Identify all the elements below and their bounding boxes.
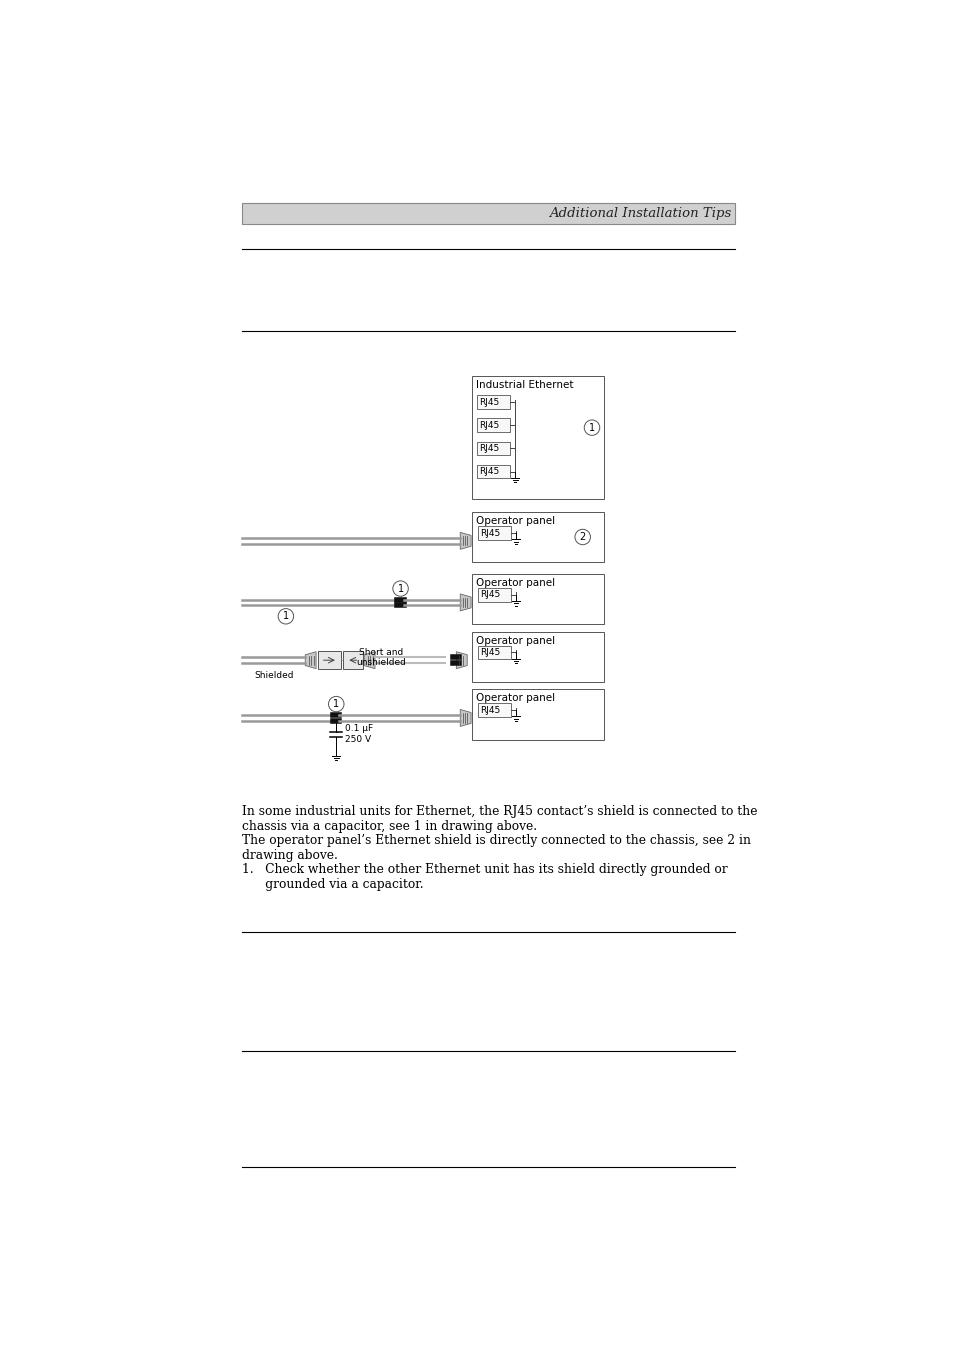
Text: Operator panel: Operator panel xyxy=(476,636,555,645)
Text: Industrial Ethernet: Industrial Ethernet xyxy=(476,379,573,390)
Bar xyxy=(476,396,509,409)
Text: In some industrial units for Ethernet, the RJ45 contact’s shield is connected to: In some industrial units for Ethernet, t… xyxy=(241,805,757,833)
Text: Operator panel: Operator panel xyxy=(476,578,555,587)
Circle shape xyxy=(278,609,294,624)
Polygon shape xyxy=(459,532,471,549)
Bar xyxy=(241,202,735,224)
Bar xyxy=(472,513,603,563)
Text: Operator panel: Operator panel xyxy=(476,516,555,526)
Text: RJ45: RJ45 xyxy=(480,590,500,599)
Text: RJ45: RJ45 xyxy=(480,706,500,714)
Text: 1: 1 xyxy=(333,699,339,709)
Text: RJ45: RJ45 xyxy=(479,444,499,454)
Polygon shape xyxy=(456,652,467,668)
Polygon shape xyxy=(459,594,471,612)
Text: 2: 2 xyxy=(579,532,585,541)
Text: 1: 1 xyxy=(588,423,595,432)
Text: Short and
unshielded: Short and unshielded xyxy=(355,648,406,667)
Text: Additional Installation Tips: Additional Installation Tips xyxy=(549,207,731,220)
Bar xyxy=(477,645,510,659)
Text: RJ45: RJ45 xyxy=(480,648,500,657)
Bar xyxy=(476,464,509,478)
Bar xyxy=(477,703,510,717)
Polygon shape xyxy=(459,710,471,726)
Text: RJ45: RJ45 xyxy=(479,421,499,429)
Bar xyxy=(472,377,603,500)
Bar xyxy=(472,690,603,740)
Bar xyxy=(472,574,603,624)
Bar xyxy=(476,418,509,432)
Text: 0.1 μF
250 V: 0.1 μF 250 V xyxy=(344,725,373,744)
Polygon shape xyxy=(305,652,315,668)
Bar xyxy=(472,632,603,682)
Text: RJ45: RJ45 xyxy=(479,467,499,477)
Circle shape xyxy=(575,529,590,544)
Bar xyxy=(477,587,510,602)
Text: Shielded: Shielded xyxy=(254,671,294,680)
Circle shape xyxy=(583,420,599,435)
Text: The operator panel’s Ethernet shield is directly connected to the chassis, see 2: The operator panel’s Ethernet shield is … xyxy=(241,834,750,863)
Polygon shape xyxy=(364,652,375,668)
Bar xyxy=(476,441,509,455)
Text: RJ45: RJ45 xyxy=(479,398,499,406)
Text: Operator panel: Operator panel xyxy=(476,694,555,703)
Bar xyxy=(477,526,510,540)
Bar xyxy=(343,651,362,670)
Text: 1: 1 xyxy=(397,583,403,594)
Circle shape xyxy=(393,580,408,597)
Text: RJ45: RJ45 xyxy=(480,529,500,537)
Text: 1: 1 xyxy=(282,612,289,621)
Bar xyxy=(317,651,340,670)
Text: 1.   Check whether the other Ethernet unit has its shield directly grounded or
 : 1. Check whether the other Ethernet unit… xyxy=(241,863,726,891)
Circle shape xyxy=(328,697,344,711)
